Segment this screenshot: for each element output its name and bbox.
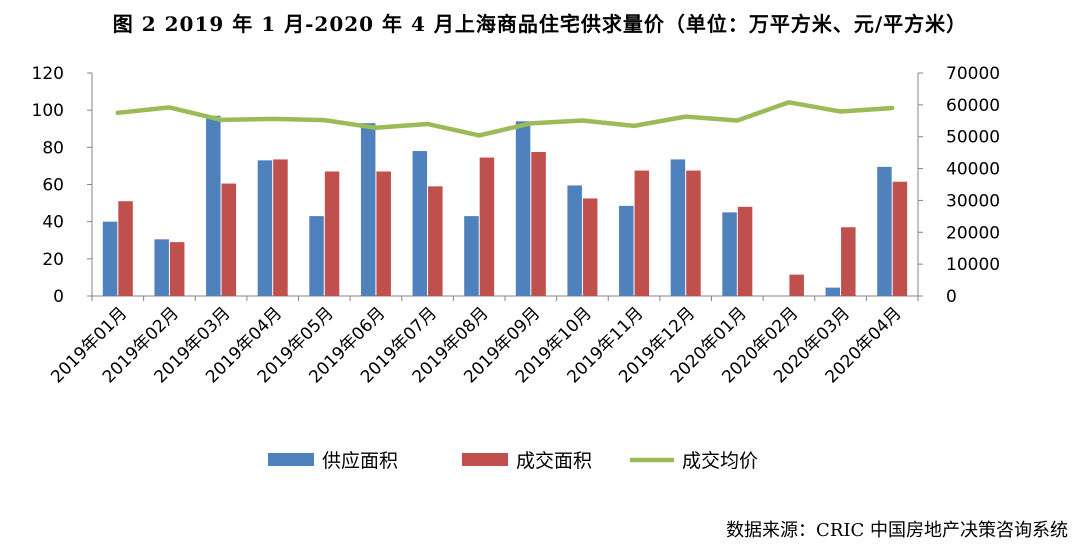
right-tick-label: 60000 [946,96,1000,116]
deal-bar [737,206,753,296]
legend-label: 成交面积 [516,450,592,472]
supply-bar [257,160,273,296]
left-tick-label: 80 [42,138,64,158]
left-tick-label: 20 [42,250,64,270]
category-labels: 2019年01月2019年02月2019年03月2019年04月2019年05月… [47,303,905,387]
supply-bar [412,151,428,296]
supply-bar [619,205,634,296]
deal-bar [841,227,856,296]
supply-bar [567,185,582,296]
left-tick-label: 0 [53,287,64,307]
right-tick-label: 30000 [946,191,1000,211]
left-tick-label: 40 [42,213,64,233]
right-tick-label: 20000 [946,223,1000,243]
right-tick-label: 50000 [946,128,1000,148]
bars [102,115,908,296]
legend-swatch [462,453,508,466]
supply-bar [154,239,169,296]
right-tick-label: 70000 [946,64,1000,84]
price-line [115,100,895,138]
chart-title: 图 2 2019 年 1 月-2020 年 4 月上海商品住宅供求量价（单位：万… [112,12,968,36]
right-tick-label: 0 [946,287,957,307]
legend-swatch [268,453,314,466]
deal-bar [221,183,237,296]
deal-bar [531,151,546,296]
supply-bar [360,123,376,296]
supply-bar [102,221,118,296]
deal-bar [324,171,340,296]
deal-bar [169,242,185,296]
deal-bar [479,157,495,296]
deal-bar [686,170,701,296]
deal-bar [273,159,288,296]
supply-bar [722,212,737,296]
supply-bar [206,115,221,296]
price-series-line [115,100,895,138]
supply-bar [515,121,531,296]
supply-bar [309,216,324,296]
supply-bar [464,216,479,296]
legend: 供应面积 成交面积 成交均价 [268,450,758,472]
left-tick-label: 100 [32,101,64,121]
supply-bar [670,159,686,296]
deal-bar [118,201,133,296]
deal-bar [634,170,650,296]
deal-bar [892,181,908,296]
left-tick-label: 60 [42,176,64,196]
deal-bar [582,198,598,296]
legend-label: 成交均价 [682,450,758,472]
deal-bar [789,274,804,296]
legend-label: 供应面积 [322,450,398,472]
left-tick-label: 120 [32,64,64,84]
right-tick-label: 40000 [946,160,1000,180]
deal-bar [376,171,391,296]
source-note: 数据来源：CRIC 中国房地产决策咨询系统 [726,520,1068,541]
supply-bar [877,166,892,296]
right-tick-label: 10000 [946,255,1000,275]
deal-bar [428,186,443,296]
chart: 0 20 40 60 80 100 120 0 10000 20000 30000 40000 5000… [32,64,1001,472]
supply-bar [825,287,841,296]
